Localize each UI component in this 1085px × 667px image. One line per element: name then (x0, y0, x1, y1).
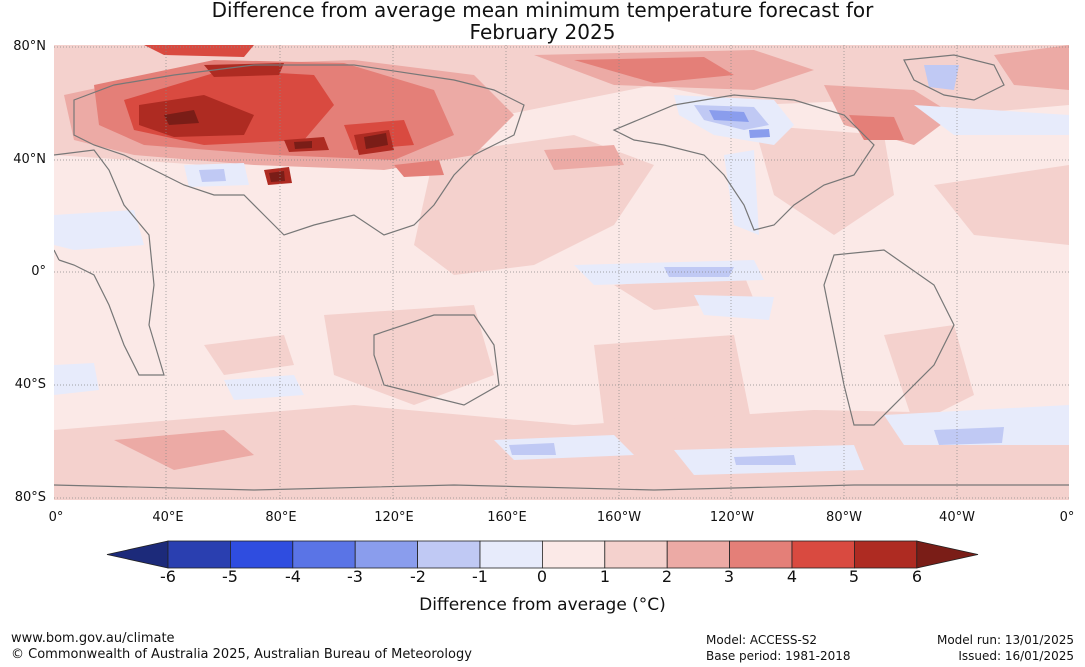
colorbar-tick: -6 (160, 567, 176, 586)
model-run-text: Model run: 13/01/2025 (936, 633, 1074, 647)
anomaly-over-6-regions (164, 110, 388, 182)
model-text: Model: ACCESS-S2 (706, 633, 818, 647)
lon-label-0-right: 0° (1059, 510, 1075, 525)
lon-label-120e: 120°E (374, 510, 414, 525)
title-line-1: Difference from average mean minimum tem… (211, 0, 874, 22)
colorbar-cell (604, 540, 668, 569)
colorbar-cell (541, 540, 606, 569)
colorbar-tick: -1 (472, 567, 488, 586)
africa-outline (54, 149, 165, 376)
lon-label-160w: 160°W (596, 510, 642, 525)
lat-label-0: 0° (31, 264, 46, 279)
colorbar-cell (230, 540, 294, 569)
lat-label-40s: 40°S (14, 377, 46, 392)
colorbar-tick: -3 (347, 567, 363, 586)
lon-label-80w: 80°W (826, 510, 862, 525)
lon-label-160e: 160°E (487, 510, 527, 525)
colorbar-tick: 6 (911, 567, 923, 586)
copyright-text: © Commonwealth of Australia 2025, Austra… (11, 647, 472, 662)
colorbar-cell (292, 540, 356, 569)
colorbar-tick: 0 (536, 567, 548, 586)
colorbar-tick: 5 (848, 567, 860, 586)
colorbar-over-triangle (916, 540, 979, 569)
colorbar-under-triangle (106, 540, 169, 569)
south-america-outline (823, 249, 955, 426)
antarctica-outline (54, 484, 1069, 491)
colorbar (106, 540, 979, 569)
lon-label-120w: 120°W (709, 510, 755, 525)
colorbar-cell (729, 540, 793, 569)
north-america-outline (612, 94, 875, 231)
lon-label-40w: 40°W (939, 510, 975, 525)
colorbar-cell (666, 540, 731, 569)
colorbar-cell (791, 540, 855, 569)
colorbar-tick: 1 (599, 567, 611, 586)
colorbar-cell (167, 540, 231, 569)
title-line-2: February 2025 (469, 20, 616, 44)
colorbar-cell (479, 540, 543, 569)
colorbar-cell (854, 540, 918, 569)
lat-label-40n: 40°N (13, 152, 46, 167)
colorbar-tick: -2 (410, 567, 426, 586)
lat-label-80s: 80°S (14, 490, 46, 505)
lon-label-40e: 40°E (152, 510, 184, 525)
issued-text: Issued: 16/01/2025 (958, 649, 1074, 663)
colorbar-tick: 4 (786, 567, 798, 586)
lon-label-80e: 80°E (265, 510, 297, 525)
anomaly-minus-2-minus-1-regions (199, 65, 1004, 465)
anomaly-minus-3-minus-2-regions (709, 110, 770, 138)
colorbar-tick: -4 (285, 567, 301, 586)
colorbar-tick: -5 (222, 567, 238, 586)
colorbar-label: Difference from average (°C) (419, 595, 666, 615)
eurasia-outline (73, 64, 525, 236)
website-text: www.bom.gov.au/climate (11, 631, 175, 646)
colorbar-cell (417, 540, 481, 569)
lon-label-0-left: 0° (48, 510, 64, 525)
graticule (54, 45, 1069, 500)
colorbar-cell (354, 540, 418, 569)
colorbar-tick: 3 (723, 567, 735, 586)
base-period-text: Base period: 1981-2018 (706, 649, 851, 663)
temperature-anomaly-map (54, 45, 1069, 500)
coastlines (54, 54, 1069, 491)
australia-outline (373, 314, 500, 406)
lat-label-80n: 80°N (13, 39, 46, 54)
greenland-outline (903, 54, 1005, 101)
colorbar-tick: 2 (661, 567, 673, 586)
